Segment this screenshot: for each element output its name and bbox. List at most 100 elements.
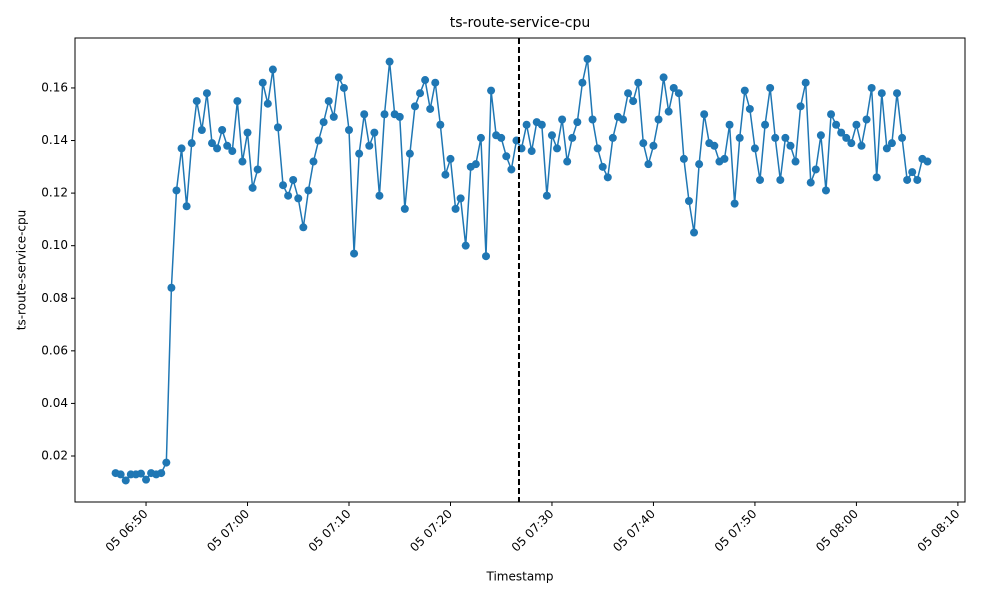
data-point (624, 89, 633, 98)
data-point (588, 115, 597, 124)
data-point (172, 186, 181, 195)
data-point (471, 160, 480, 169)
data-point (263, 99, 272, 108)
data-point (116, 470, 125, 479)
plot-frame (74, 37, 966, 503)
x-tick-label: 05 06:50 (103, 507, 151, 555)
data-point (497, 133, 506, 142)
data-point (603, 173, 612, 182)
data-point (700, 110, 709, 119)
data-point (273, 123, 282, 132)
data-point (360, 110, 369, 119)
data-point (781, 133, 790, 142)
data-point (578, 78, 587, 87)
data-point (710, 141, 719, 150)
y-tick-label: 0.10 (41, 238, 68, 252)
data-point (213, 144, 222, 153)
data-point (208, 139, 217, 148)
data-point (121, 476, 130, 485)
data-point (847, 139, 856, 148)
data-point (243, 128, 252, 137)
data-point (877, 89, 886, 98)
data-point (573, 118, 582, 127)
data-point (339, 83, 348, 92)
data-point (258, 78, 267, 87)
data-point (837, 128, 846, 137)
data-point (461, 241, 470, 250)
data-point (857, 141, 866, 150)
data-point (730, 199, 739, 208)
data-point (654, 115, 663, 124)
data-point (832, 120, 841, 129)
data-point (522, 120, 531, 129)
data-point (527, 147, 536, 156)
data-point (547, 131, 556, 140)
data-point (684, 196, 693, 205)
data-point (608, 133, 617, 142)
y-tick-label: 0.08 (41, 291, 68, 305)
data-point (253, 165, 262, 174)
data-point (142, 475, 151, 484)
data-point (776, 175, 785, 184)
data-point (674, 89, 683, 98)
data-point (750, 144, 759, 153)
data-point (289, 175, 298, 184)
data-point (431, 78, 440, 87)
data-point (893, 89, 902, 98)
data-point (756, 175, 765, 184)
data-point (679, 154, 688, 163)
data-point (720, 154, 729, 163)
data-point (598, 162, 607, 171)
data-point (136, 469, 145, 478)
data-point (629, 97, 638, 106)
data-point (827, 110, 836, 119)
data-point (350, 249, 359, 258)
data-point (852, 120, 861, 129)
data-point (558, 115, 567, 124)
data-point (634, 78, 643, 87)
data-point (238, 157, 247, 166)
data-point (842, 133, 851, 142)
data-point (867, 83, 876, 92)
data-point (329, 112, 338, 121)
data-point (507, 165, 516, 174)
y-tick-label: 0.02 (41, 448, 68, 462)
data-point (228, 147, 237, 156)
data-point (664, 107, 673, 116)
data-point (385, 57, 394, 66)
data-point (284, 191, 293, 200)
data-point (649, 141, 658, 150)
data-point (862, 115, 871, 124)
data-point (395, 112, 404, 121)
data-point (476, 133, 485, 142)
data-point (801, 78, 810, 87)
data-point (537, 120, 546, 129)
data-point (542, 191, 551, 200)
data-point (593, 144, 602, 153)
data-point (299, 223, 308, 232)
y-tick-label: 0.06 (41, 343, 68, 357)
data-point (309, 157, 318, 166)
data-point (202, 89, 211, 98)
y-axis-label: ts-route-service-cpu (15, 210, 29, 330)
data-point (405, 149, 414, 158)
data-point (436, 120, 445, 129)
data-point (923, 157, 932, 166)
data-point (786, 141, 795, 150)
data-point (365, 141, 374, 150)
data-point (187, 139, 196, 148)
data-point (380, 110, 389, 119)
data-point (821, 186, 830, 195)
data-point (355, 149, 364, 158)
y-tick-label: 0.14 (41, 133, 68, 147)
data-point (568, 133, 577, 142)
data-point (669, 83, 678, 92)
data-point (761, 120, 770, 129)
data-point (334, 73, 343, 82)
data-point (370, 128, 379, 137)
data-point (182, 202, 191, 211)
data-point (410, 102, 419, 111)
data-point (345, 126, 354, 135)
x-tick-label: 05 07:00 (204, 507, 252, 555)
data-point (157, 469, 166, 478)
